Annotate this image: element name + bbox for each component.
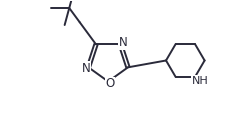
- Text: N: N: [118, 36, 127, 49]
- Text: NH: NH: [191, 76, 208, 86]
- Text: O: O: [105, 77, 114, 91]
- Text: N: N: [81, 62, 90, 75]
